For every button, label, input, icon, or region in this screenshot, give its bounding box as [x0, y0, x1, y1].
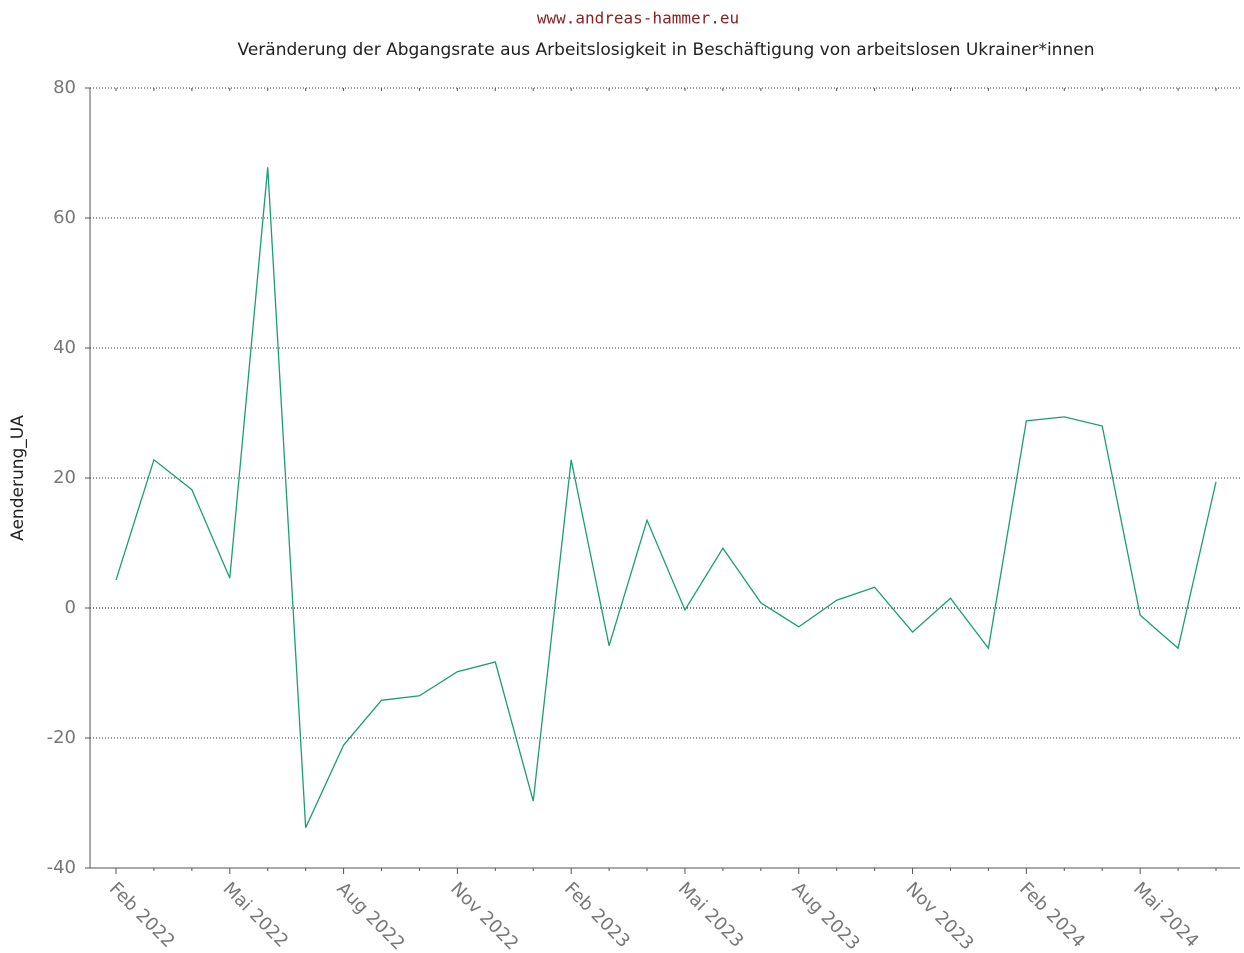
- x-tick-label: Mai 2023: [674, 878, 748, 952]
- x-tick-label: Mai 2024: [1129, 878, 1203, 952]
- x-tick-label: Nov 2023: [901, 878, 977, 953]
- x-tick-label: Feb 2024: [1015, 878, 1089, 952]
- y-tick-label: 60: [53, 207, 76, 228]
- y-tick-label: 0: [65, 597, 76, 618]
- x-tick-label: Aug 2023: [788, 878, 864, 953]
- y-tick-label: -20: [47, 727, 76, 748]
- y-tick-label: 80: [53, 77, 76, 98]
- data-line: [115, 167, 1217, 828]
- x-tick-label: Nov 2022: [446, 878, 522, 953]
- x-tick-label: Feb 2022: [105, 878, 179, 952]
- x-tick-label: Feb 2023: [560, 878, 634, 952]
- x-tick-label: Mai 2022: [219, 878, 293, 952]
- chart-header: www.andreas-hammer.eu: [537, 9, 739, 28]
- x-tick-label: Aug 2022: [333, 878, 409, 953]
- chart-title: Veränderung der Abgangsrate aus Arbeitsl…: [238, 40, 1095, 60]
- y-tick-label: -40: [47, 857, 76, 878]
- y-tick-label: 20: [53, 467, 76, 488]
- y-tick-label: 40: [53, 337, 76, 358]
- y-axis-label: Aenderung_UA: [8, 415, 28, 541]
